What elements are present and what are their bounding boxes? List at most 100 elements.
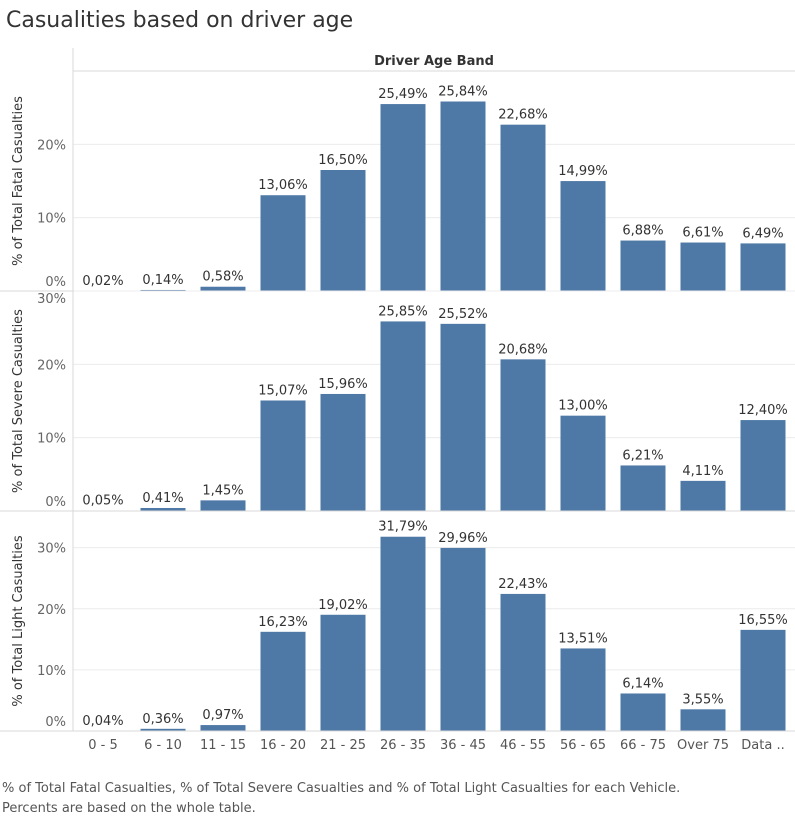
- data-label: 14,99%: [558, 164, 608, 179]
- x-tick-label: Data ..: [741, 738, 784, 753]
- data-label: 12,40%: [738, 403, 788, 418]
- bar: [440, 323, 486, 511]
- caption-line-2: Percents are based on the whole table.: [2, 801, 256, 816]
- x-tick-label: 16 - 20: [260, 738, 306, 753]
- y-tick-label: 20%: [37, 138, 66, 153]
- data-label: 0,97%: [202, 708, 243, 723]
- data-label: 0,58%: [202, 270, 243, 285]
- data-label: 13,00%: [558, 399, 608, 414]
- bar: [740, 420, 786, 511]
- y-tick-label: 10%: [37, 432, 66, 447]
- bar: [680, 242, 726, 291]
- bar: [260, 631, 306, 731]
- bar: [200, 500, 246, 511]
- y-tick-label: 20%: [37, 603, 66, 618]
- bar: [740, 629, 786, 731]
- bar: [500, 359, 546, 511]
- x-axis-header: Driver Age Band: [374, 54, 494, 69]
- bar: [380, 321, 426, 511]
- bar: [680, 709, 726, 731]
- data-label: 25,85%: [378, 304, 428, 319]
- data-label: 6,21%: [622, 448, 663, 463]
- bar: [200, 286, 246, 291]
- y-tick-label: 0%: [45, 495, 66, 510]
- y-tick-label: 0%: [45, 275, 66, 290]
- bar: [260, 400, 306, 511]
- data-label: 6,88%: [622, 224, 663, 239]
- bar: [440, 547, 486, 731]
- bar: [320, 393, 366, 511]
- y-axis-title: % of Total Severe Casualties: [11, 309, 26, 493]
- data-label: 22,68%: [498, 108, 548, 123]
- bar: [740, 243, 786, 291]
- y-tick-label: 10%: [37, 664, 66, 679]
- bar: [320, 614, 366, 731]
- data-label: 6,49%: [742, 226, 783, 241]
- data-label: 4,11%: [682, 464, 723, 479]
- data-label: 25,84%: [438, 85, 488, 100]
- data-label: 0,02%: [82, 274, 123, 289]
- y-axis-title: % of Total Light Casualties: [11, 535, 26, 707]
- data-label: 25,52%: [438, 307, 488, 322]
- bar: [560, 181, 606, 291]
- chart-title: Casualities based on driver age: [6, 8, 354, 33]
- data-label: 0,41%: [142, 491, 183, 506]
- data-label: 16,23%: [258, 615, 308, 630]
- data-label: 13,51%: [558, 631, 608, 646]
- bar: [140, 728, 186, 731]
- data-label: 31,79%: [378, 520, 428, 535]
- x-tick-label: 11 - 15: [200, 738, 246, 753]
- x-tick-label: Over 75: [677, 738, 729, 753]
- bar: [380, 104, 426, 291]
- bar: [620, 240, 666, 291]
- bar: [200, 725, 246, 731]
- y-tick-label: 0%: [45, 715, 66, 730]
- data-label: 20,68%: [498, 342, 548, 357]
- x-tick-label: 46 - 55: [500, 738, 546, 753]
- data-label: 1,45%: [202, 483, 243, 498]
- data-label: 16,50%: [318, 153, 368, 168]
- y-tick-label: 30%: [37, 292, 66, 307]
- bar: [620, 693, 666, 731]
- x-tick-label: 0 - 5: [88, 738, 118, 753]
- y-tick-label: 10%: [37, 212, 66, 227]
- data-label: 22,43%: [498, 577, 548, 592]
- data-label: 0,14%: [142, 273, 183, 288]
- bar: [680, 480, 726, 511]
- y-tick-label: 20%: [37, 358, 66, 373]
- data-label: 16,55%: [738, 613, 788, 628]
- x-tick-label: 66 - 75: [620, 738, 666, 753]
- bar: [440, 101, 486, 291]
- bar: [560, 415, 606, 511]
- data-label: 19,02%: [318, 598, 368, 613]
- x-tick-label: 26 - 35: [380, 738, 426, 753]
- bar: [500, 124, 546, 292]
- caption-line-1: % of Total Fatal Casualties, % of Total …: [2, 781, 681, 796]
- data-label: 0,04%: [82, 714, 123, 729]
- bar: [380, 536, 426, 731]
- data-label: 13,06%: [258, 178, 308, 193]
- x-tick-label: 56 - 65: [560, 738, 606, 753]
- data-label: 15,96%: [318, 377, 368, 392]
- bar: [500, 593, 546, 731]
- bar: [140, 289, 186, 291]
- data-label: 25,49%: [378, 87, 428, 102]
- data-label: 15,07%: [258, 383, 308, 398]
- data-label: 6,61%: [682, 226, 723, 241]
- y-tick-label: 30%: [37, 542, 66, 557]
- bar: [620, 465, 666, 511]
- x-tick-label: 6 - 10: [144, 738, 182, 753]
- data-label: 3,55%: [682, 692, 723, 707]
- bar: [560, 648, 606, 731]
- x-tick-label: 36 - 45: [440, 738, 486, 753]
- data-label: 0,05%: [82, 494, 123, 509]
- y-axis-title: % of Total Fatal Casualties: [11, 96, 26, 266]
- bar: [320, 170, 366, 291]
- bar: [260, 195, 306, 291]
- bar: [140, 507, 186, 511]
- data-label: 29,96%: [438, 531, 488, 546]
- x-tick-label: 21 - 25: [320, 738, 366, 753]
- data-label: 6,14%: [622, 676, 663, 691]
- data-label: 0,36%: [142, 712, 183, 727]
